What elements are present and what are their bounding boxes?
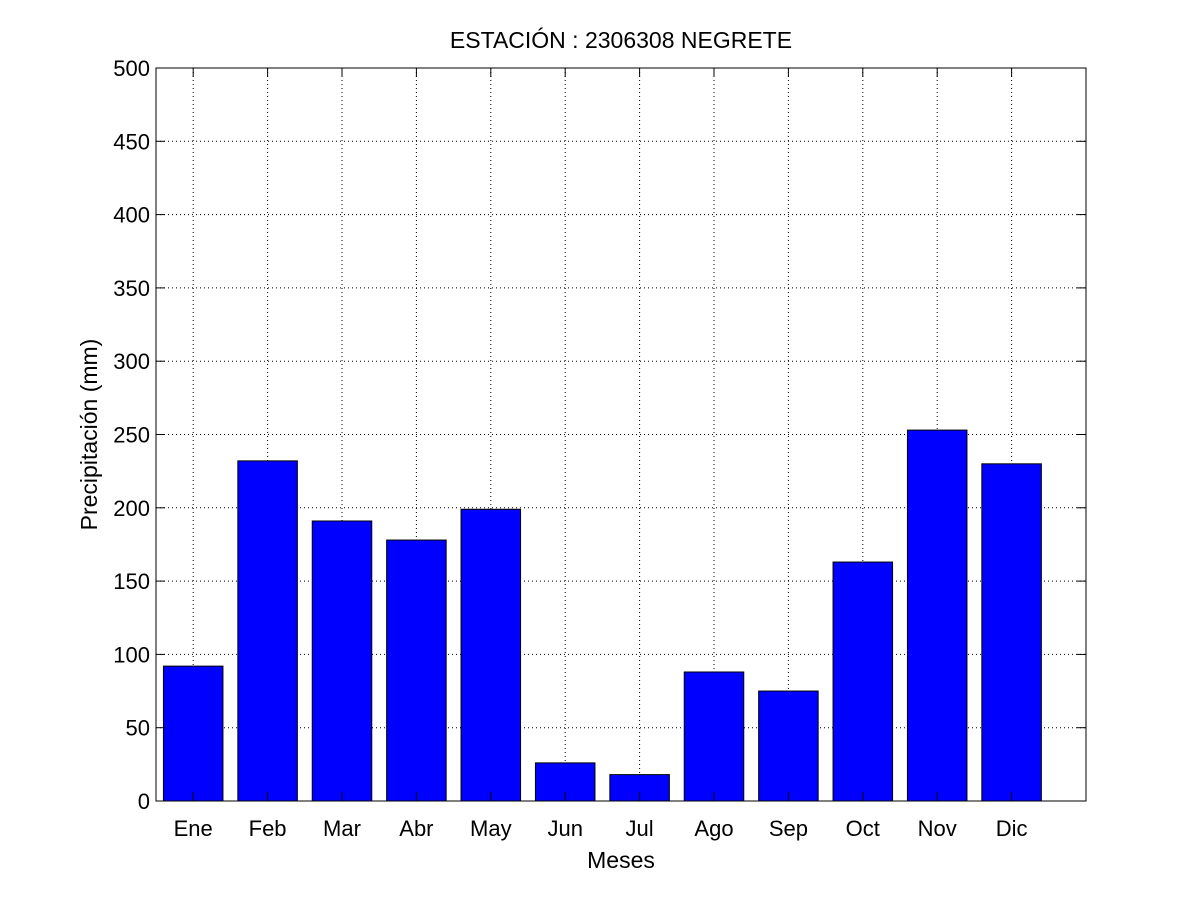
y-tick-label: 0 [138, 789, 150, 814]
bar-oct [832, 561, 894, 802]
x-tick-label: Abr [399, 816, 433, 841]
x-tick-label: Sep [769, 816, 808, 841]
x-tick-label: Ago [694, 816, 733, 841]
x-axis-label: Meses [587, 847, 655, 873]
x-tick-label: Oct [846, 816, 880, 841]
x-tick-label: May [470, 816, 512, 841]
bar-mar [311, 520, 373, 802]
y-tick-label: 500 [113, 56, 150, 81]
bar-dic [981, 463, 1042, 802]
bars [162, 429, 1042, 802]
y-tick-label: 100 [113, 642, 150, 667]
y-tick-label: 250 [113, 423, 150, 448]
y-tick-label: 200 [113, 496, 150, 521]
axis-ticks [156, 67, 1086, 802]
y-tick-labels: 0 50 100 150 200 250 300 350 400 450 500 [113, 56, 150, 814]
y-tick-label: 350 [113, 276, 150, 301]
bar-feb [237, 460, 298, 802]
y-tick-label: 400 [113, 203, 150, 228]
chart-title: ESTACIÓN : 2306308 NEGRETE [450, 27, 792, 53]
x-tick-label: Jun [547, 816, 582, 841]
bar-may [460, 508, 522, 802]
y-tick-label: 300 [113, 349, 150, 374]
x-tick-label: Ene [174, 816, 213, 841]
y-tick-label: 150 [113, 569, 150, 594]
y-tick-label: 50 [126, 716, 150, 741]
bar-ene [162, 665, 224, 802]
y-tick-label: 450 [113, 129, 150, 154]
bar-abr [386, 539, 447, 802]
bar-sep [758, 690, 819, 802]
y-axis-label: Precipitación (mm) [76, 339, 102, 531]
x-tick-label: Dic [996, 816, 1028, 841]
x-tick-labels: Ene Feb Mar Abr May Jun Jul Ago Sep Oct Nov Dic [174, 816, 1028, 841]
bar-ago [683, 671, 745, 802]
x-tick-label: Jul [626, 816, 654, 841]
x-tick-label: Mar [323, 816, 361, 841]
x-tick-label: Nov [918, 816, 957, 841]
bar-nov [906, 429, 968, 802]
x-tick-label: Feb [249, 816, 287, 841]
